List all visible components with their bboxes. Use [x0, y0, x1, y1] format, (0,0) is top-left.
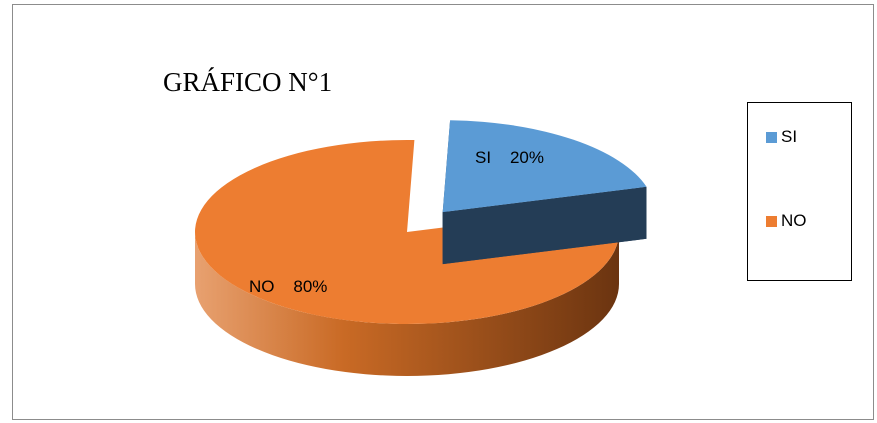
data-label-si: SI 20%	[475, 148, 544, 167]
legend: SI NO	[747, 102, 852, 281]
legend-swatch-si	[766, 131, 777, 143]
legend-label-no: NO	[781, 211, 807, 230]
pie-chart: SI 20% NO 80%	[195, 120, 647, 376]
legend-entry-si: SI	[766, 127, 797, 147]
legend-entry-no: NO	[766, 211, 807, 231]
legend-swatch-no	[766, 215, 777, 227]
slice-no-side	[195, 232, 619, 376]
chart-title: GRÁFICO N°1	[163, 67, 333, 97]
slice-no	[195, 139, 619, 324]
data-label-no: NO 80%	[249, 277, 327, 296]
slice-si-wall	[442, 186, 647, 265]
slice-si	[442, 120, 647, 213]
chart-frame: GRÁFICO N°1 SI 20% NO 80% SI NO	[12, 4, 874, 420]
legend-label-si: SI	[781, 127, 798, 146]
